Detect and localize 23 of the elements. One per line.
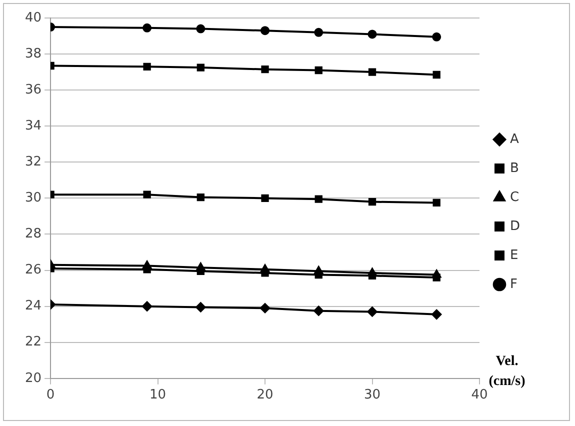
y-tick-label: 26 — [24, 262, 42, 278]
y-tick-label: 36 — [24, 82, 42, 98]
legend-label: D — [510, 218, 520, 234]
legend-label: C — [510, 190, 520, 205]
legend-label: B — [510, 160, 519, 176]
y-tick-label: 40 — [24, 10, 42, 26]
x-tick-label: 0 — [46, 388, 55, 403]
y-tick-label: 22 — [24, 334, 42, 350]
y-tick-label: 32 — [24, 154, 42, 170]
x-tick-label: 20 — [256, 388, 274, 403]
y-tick-label: 24 — [24, 298, 42, 314]
x-tick-label: 40 — [471, 388, 488, 403]
y-tick-label: 30 — [24, 190, 42, 206]
y-tick-label: 34 — [24, 118, 42, 134]
x-tick-label: 30 — [364, 388, 381, 403]
y-tick-label: 38 — [24, 46, 42, 62]
y-tick-label: 20 — [24, 370, 42, 386]
legend-label: E — [510, 248, 518, 263]
x-axis-title: Vel. (cm/s) — [488, 354, 526, 389]
legend-label: A — [510, 132, 519, 147]
x-tick-label: 10 — [150, 388, 166, 403]
y-tick-label: 28 — [24, 226, 42, 242]
legend-label: F — [510, 276, 518, 292]
